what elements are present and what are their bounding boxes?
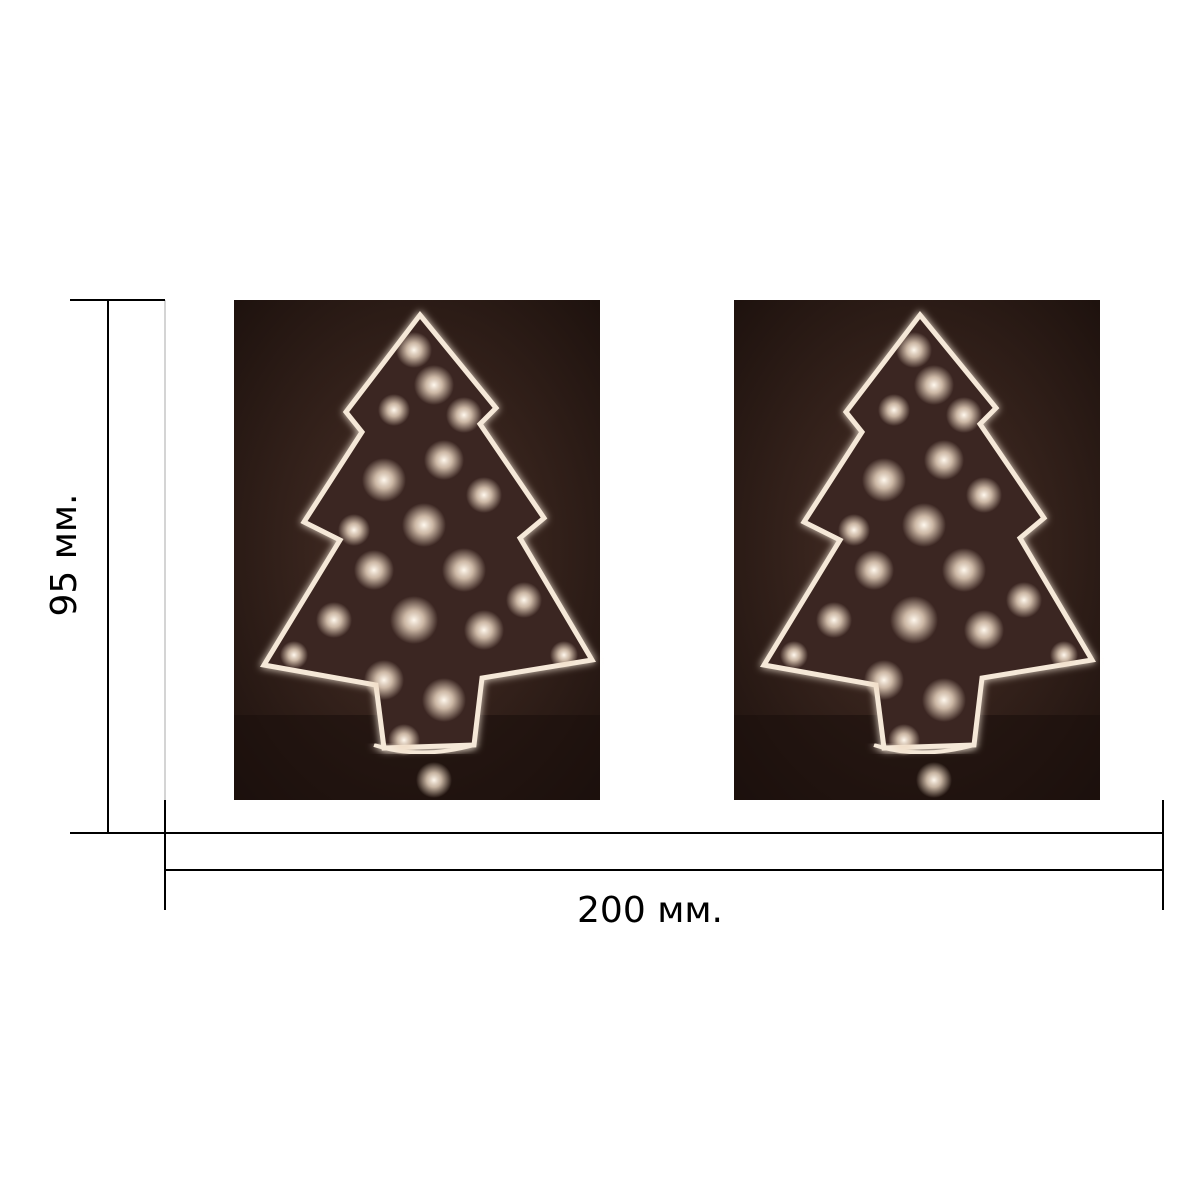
width-dimension: 200 мм.: [164, 800, 1164, 931]
product-image: [734, 300, 1100, 800]
width-label: 200 мм.: [577, 890, 723, 931]
height-dimension: 95 мм.: [44, 299, 166, 834]
height-label: 95 мм.: [44, 493, 85, 616]
product-image: [234, 300, 600, 800]
